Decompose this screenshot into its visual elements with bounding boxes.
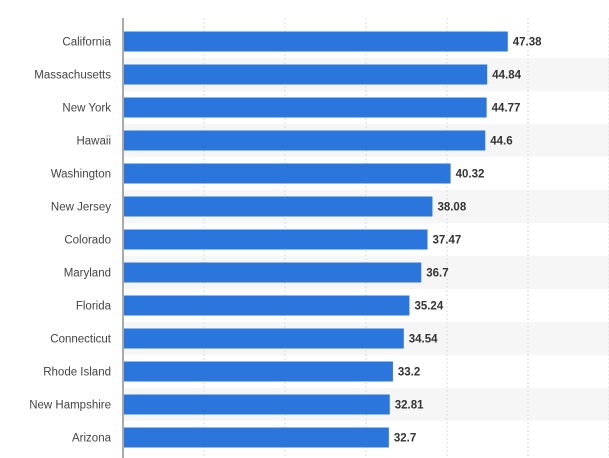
category-label: Colorado: [64, 235, 111, 247]
value-label: 44.84: [492, 70, 521, 82]
category-label: Rhode Island: [43, 367, 111, 379]
value-label: 32.81: [395, 400, 424, 412]
category-label: Florida: [76, 301, 112, 313]
category-label: Washington: [51, 169, 111, 181]
value-label: 44.6: [490, 136, 512, 148]
value-label: 37.47: [433, 235, 462, 247]
value-label: 44.77: [492, 103, 521, 115]
category-label: New York: [62, 103, 111, 115]
bar[interactable]: [124, 97, 487, 118]
category-label: Arizona: [72, 433, 112, 445]
bar[interactable]: [124, 262, 422, 283]
bar[interactable]: [124, 130, 486, 151]
category-labels: California Massachusetts New York Hawaii Was…: [29, 37, 112, 445]
bar[interactable]: [124, 427, 389, 448]
category-label: Connecticut: [50, 334, 112, 346]
value-label: 38.08: [437, 202, 466, 214]
value-label: 35.24: [414, 301, 443, 313]
bar[interactable]: [124, 229, 428, 250]
category-label: Hawaii: [76, 136, 111, 148]
value-label: 47.38: [513, 37, 542, 49]
category-label: California: [62, 37, 111, 49]
value-label: 34.54: [409, 334, 438, 346]
bars: [124, 31, 508, 448]
bar[interactable]: [124, 361, 393, 382]
bar[interactable]: [124, 295, 410, 316]
bar[interactable]: [124, 31, 508, 52]
value-label: 33.2: [398, 367, 420, 379]
value-label: 36.7: [426, 268, 448, 280]
category-label: Massachusetts: [34, 70, 111, 82]
bar[interactable]: [124, 394, 390, 415]
bar[interactable]: [124, 64, 488, 85]
value-label: 32.7: [394, 433, 416, 445]
bar[interactable]: [124, 328, 404, 349]
bar[interactable]: [124, 196, 433, 217]
value-label: 40.32: [456, 169, 485, 181]
bar[interactable]: [124, 163, 451, 184]
category-label: Maryland: [64, 268, 111, 280]
value-labels: 47.38 44.84 44.77 44.6 40.32 38.08 37.47 36.7 35…: [394, 37, 542, 445]
category-label: New Hampshire: [29, 400, 111, 412]
category-label: New Jersey: [51, 202, 111, 214]
